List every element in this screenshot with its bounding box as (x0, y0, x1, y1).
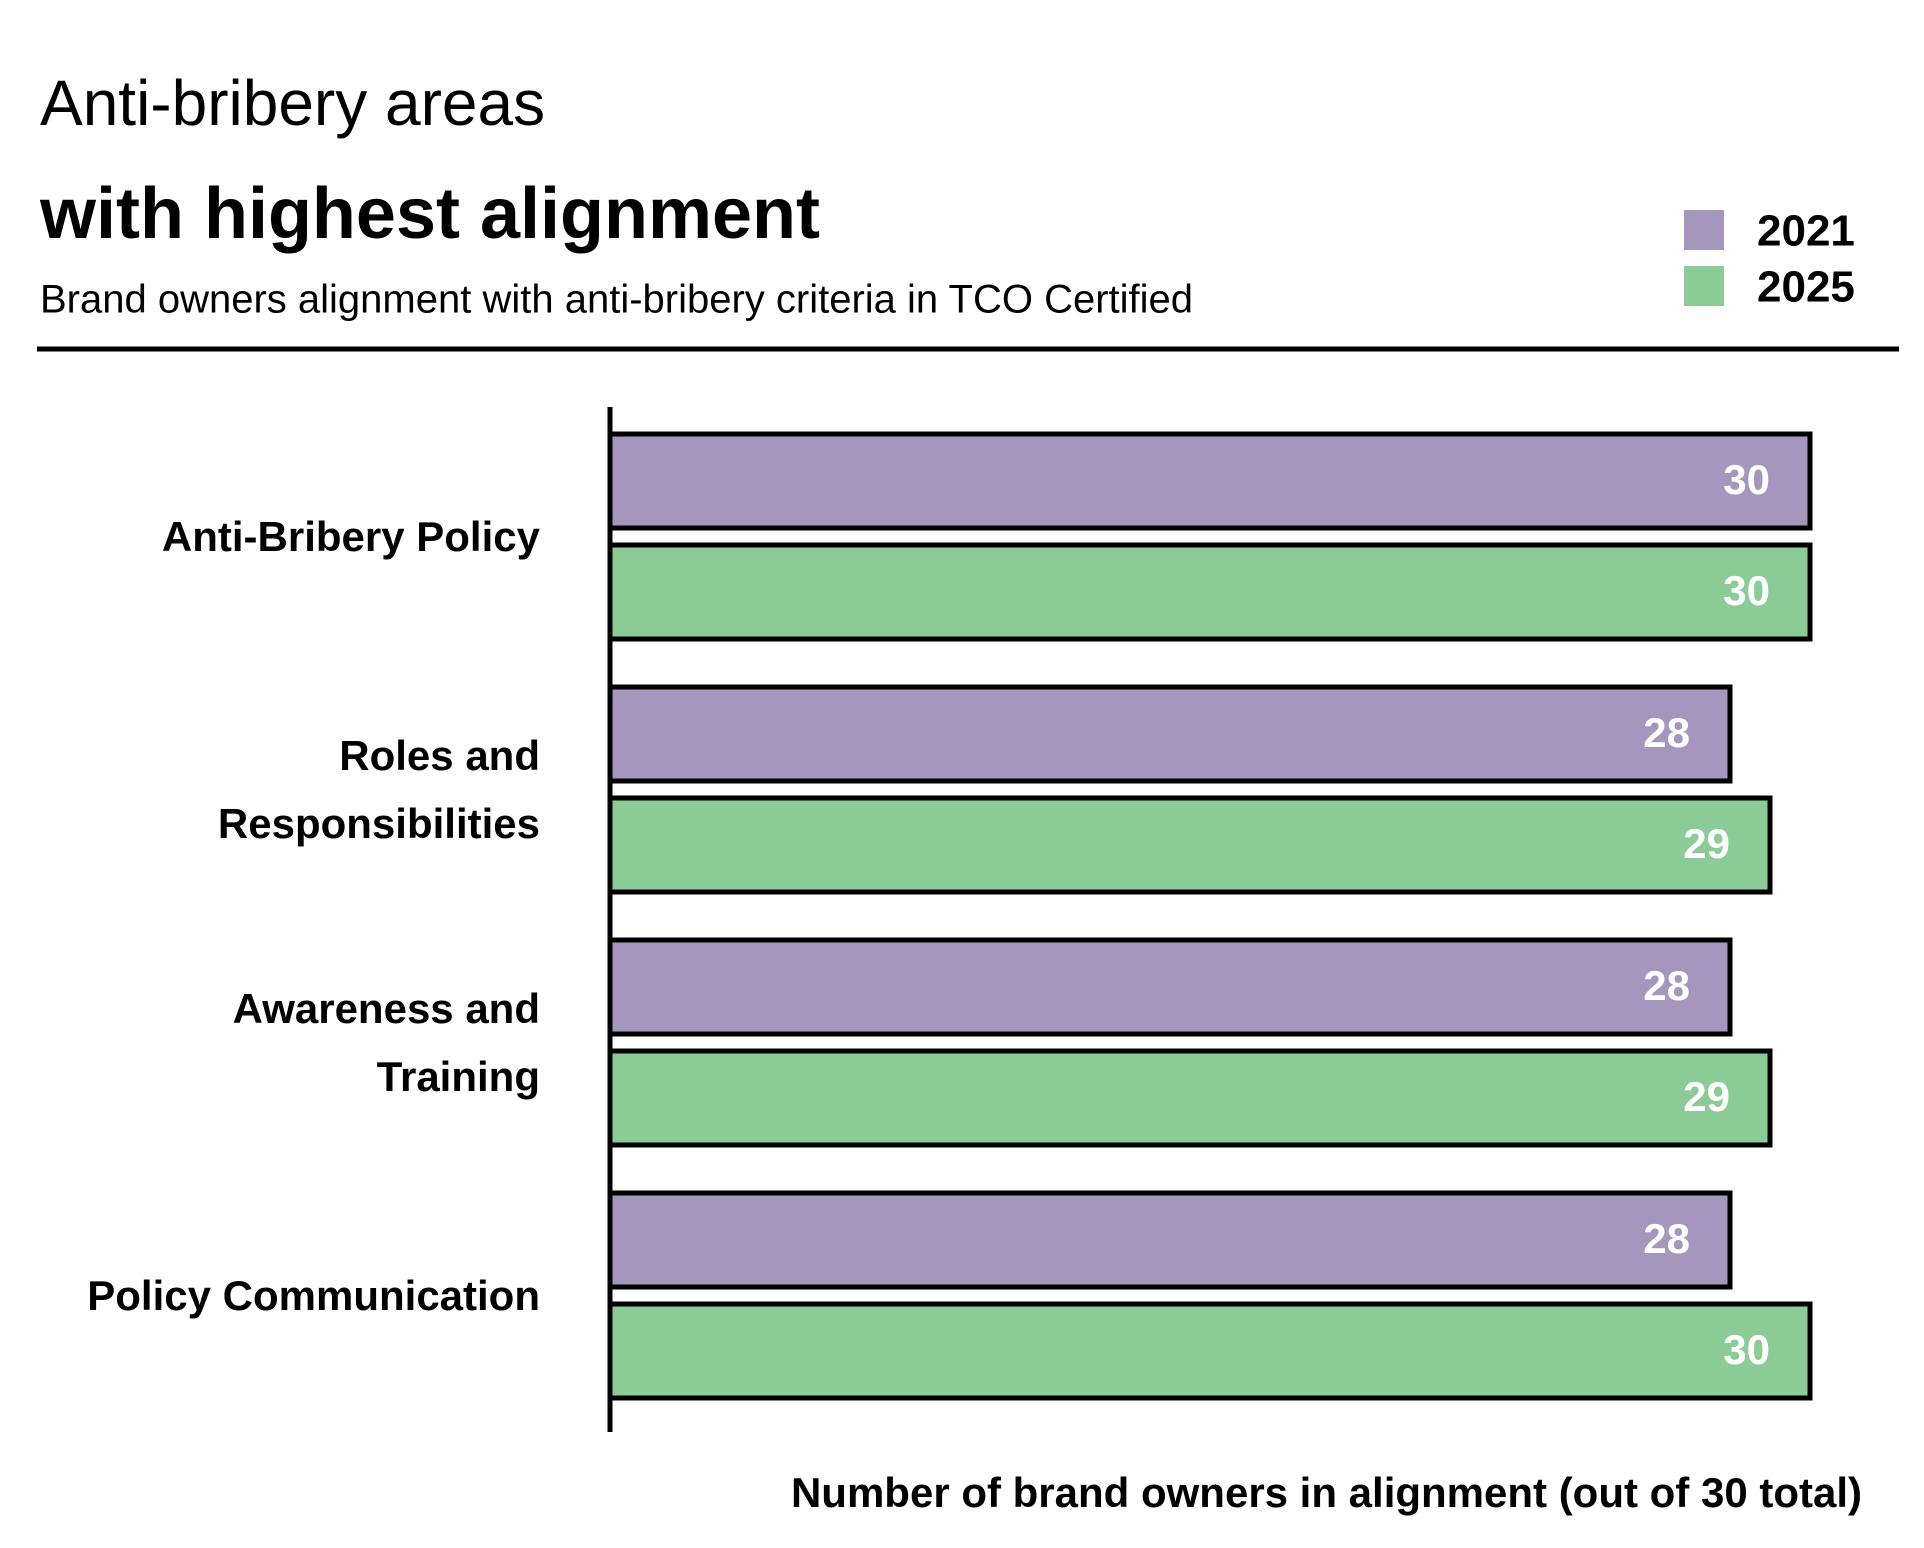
chart-title: Anti-bribery areas (40, 67, 545, 139)
bar (607, 684, 1733, 784)
category-label: Awareness and Training (232, 984, 540, 1100)
bar (607, 1301, 1813, 1401)
value-label: 29 (1683, 1073, 1730, 1120)
bar (607, 795, 1773, 895)
value-label: 30 (1723, 1326, 1770, 1373)
category-label: Anti-Bribery Policy (161, 512, 540, 560)
value-label: 28 (1643, 962, 1690, 1009)
legend-label: 2021 (1757, 207, 1855, 256)
value-label: 29 (1683, 820, 1730, 867)
bar (607, 1048, 1773, 1148)
chart-subtitle: Brand owners alignment with anti-bribery… (40, 278, 1193, 322)
legend-label: 2025 (1757, 263, 1855, 312)
chart-title-bold: with highest alignment (39, 174, 820, 254)
legend-swatch (1684, 266, 1724, 306)
bar (607, 1190, 1733, 1290)
legend-swatch (1684, 210, 1724, 250)
value-label: 28 (1643, 1215, 1690, 1262)
category-label: Policy Communication (87, 1271, 540, 1319)
x-axis-label: Number of brand owners in alignment (out… (791, 1469, 1862, 1516)
value-label: 28 (1643, 709, 1690, 756)
bar (607, 937, 1733, 1037)
bar (607, 431, 1813, 531)
category-label: Roles and Responsibilities (217, 731, 540, 847)
bar (607, 542, 1813, 642)
value-label: 30 (1723, 567, 1770, 614)
value-label: 30 (1723, 456, 1770, 503)
